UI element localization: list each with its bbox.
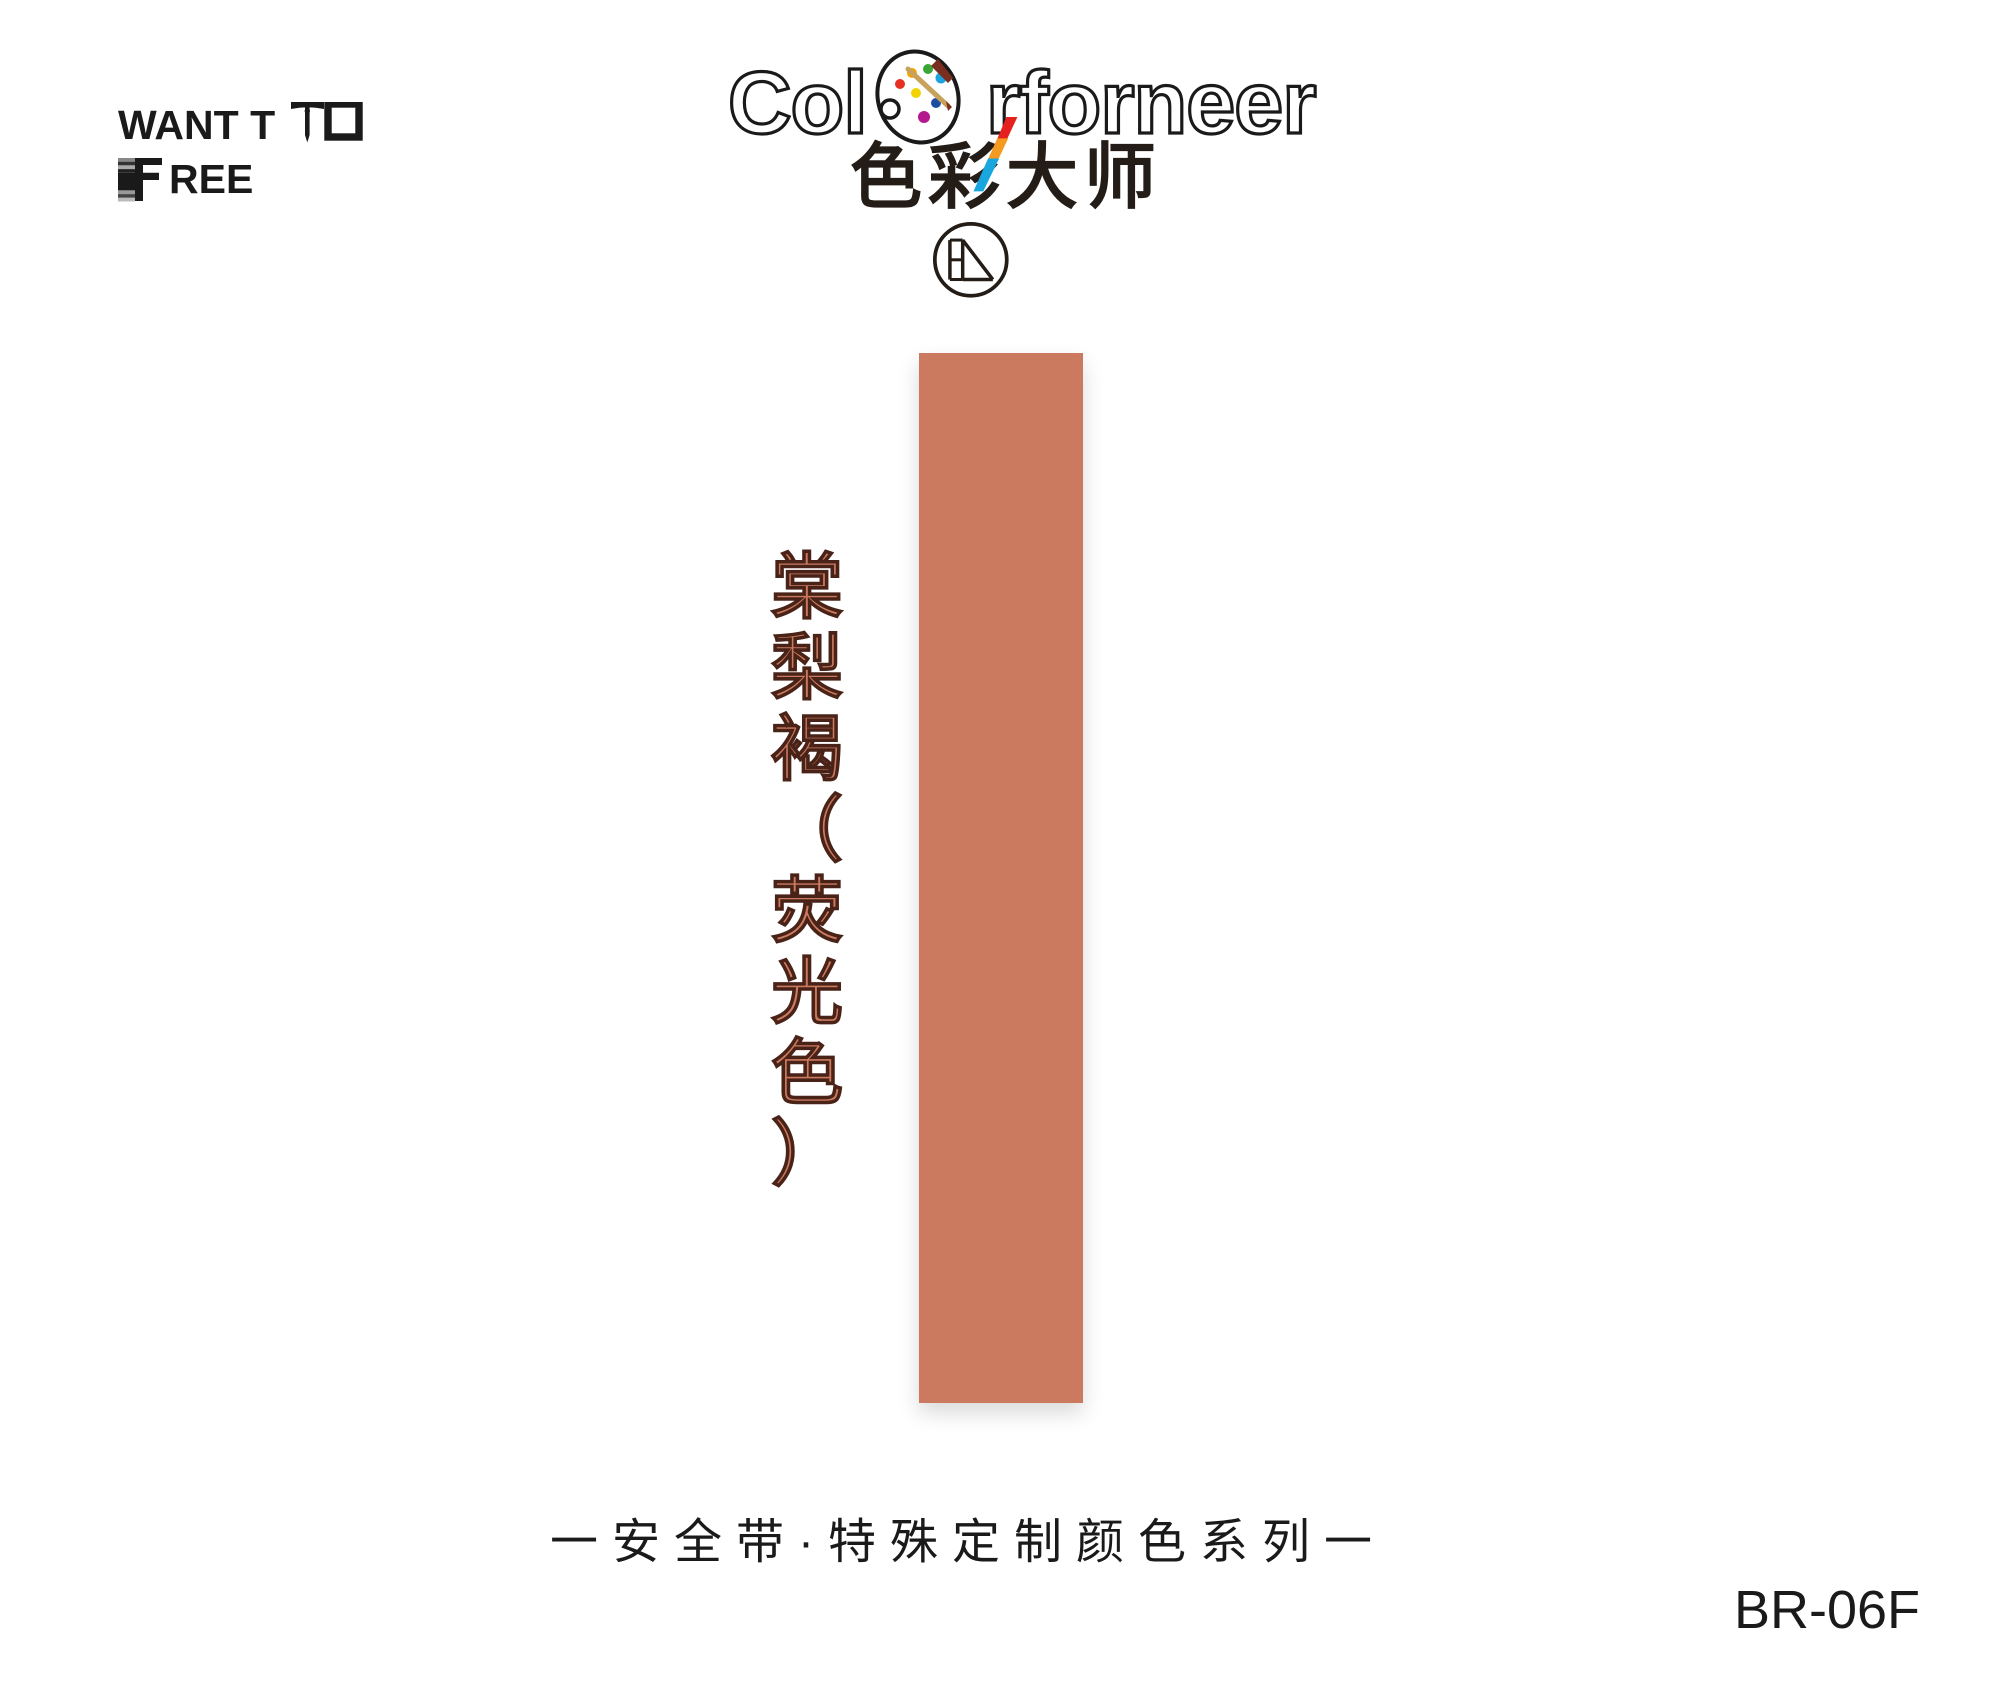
svg-text:梨: 梨 bbox=[771, 629, 843, 709]
svg-text:REE: REE bbox=[169, 156, 253, 202]
svg-text:WANT T: WANT T bbox=[118, 102, 275, 148]
svg-text:褐: 褐 bbox=[771, 710, 843, 790]
svg-text:光: 光 bbox=[771, 953, 843, 1033]
svg-text:棠: 棠 bbox=[770, 548, 843, 628]
svg-text:色彩大师: 色彩大师 bbox=[850, 138, 1162, 218]
svg-text:Col: Col bbox=[728, 53, 867, 152]
svg-text:（: （ bbox=[771, 791, 843, 871]
svg-text:色: 色 bbox=[771, 1034, 843, 1114]
svg-text:）: ） bbox=[771, 1115, 843, 1195]
svg-text:荧: 荧 bbox=[771, 872, 843, 952]
